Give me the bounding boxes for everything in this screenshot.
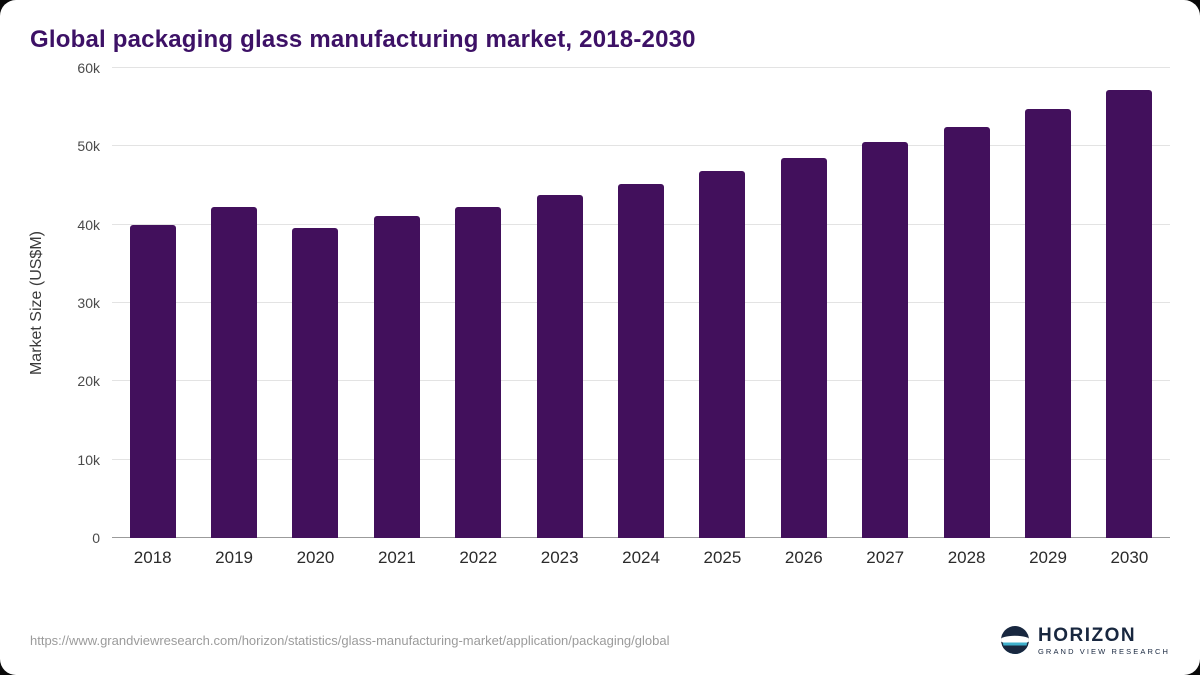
horizon-logo-icon bbox=[1001, 626, 1029, 655]
bar bbox=[373, 216, 420, 538]
bar-slot bbox=[845, 68, 926, 538]
y-tick-label: 0 bbox=[92, 530, 100, 546]
x-tick-label: 2021 bbox=[377, 548, 416, 567]
chart-row: Market Size (US$M) 0 10k 20k 30k 40k 50k 60k bbox=[0, 60, 1200, 546]
horizon-logo: HORIZON GRAND VIEW RESEARCH bbox=[1001, 626, 1170, 656]
bar bbox=[780, 158, 827, 538]
bar-slot bbox=[926, 68, 1007, 538]
bar bbox=[862, 141, 909, 538]
logo-tagline: GRAND VIEW RESEARCH bbox=[1038, 646, 1170, 656]
y-axis-ticks: 0 10k 20k 30k 40k 50k 60k bbox=[54, 60, 112, 546]
x-tick-label: 2027 bbox=[866, 548, 905, 567]
logo-name: HORIZON bbox=[1038, 624, 1137, 646]
y-tick-label: 40k bbox=[77, 216, 100, 233]
y-tick-label: 50k bbox=[77, 138, 100, 155]
x-tick-label: 2029 bbox=[1029, 548, 1067, 567]
x-tick-label: 2020 bbox=[296, 548, 335, 567]
bar bbox=[943, 126, 990, 538]
source-url: https://www.grandviewresearch.com/horizo… bbox=[30, 632, 670, 648]
x-tick-label: 2023 bbox=[540, 548, 579, 567]
y-tick-label: 10k bbox=[77, 451, 100, 468]
x-tick-label: 2026 bbox=[784, 548, 823, 567]
bar-slot bbox=[1089, 68, 1170, 538]
bar bbox=[292, 227, 339, 538]
bar-slot bbox=[600, 68, 681, 538]
y-axis-label: Market Size (US$M) bbox=[28, 230, 45, 376]
bar-slot bbox=[1007, 68, 1088, 538]
x-tick-label: 2028 bbox=[947, 548, 986, 567]
y-axis-label-column: Market Size (US$M) bbox=[20, 68, 54, 538]
bar-slot bbox=[438, 68, 519, 538]
bar bbox=[699, 170, 746, 538]
gridline bbox=[112, 67, 1170, 68]
bar bbox=[536, 194, 583, 538]
x-tick-label: 2022 bbox=[459, 548, 498, 567]
y-tick-label: 20k bbox=[77, 373, 100, 390]
chart-header: Global packaging glass manufacturing mar… bbox=[0, 0, 1200, 58]
bar bbox=[211, 207, 258, 538]
y-tick-label: 60k bbox=[77, 60, 100, 76]
bar-slot bbox=[112, 68, 193, 538]
bar-chart: Market Size (US$M) 0 10k 20k 30k 40k 50k 60k 2… bbox=[0, 58, 1200, 626]
x-tick-label: 2030 bbox=[1110, 548, 1149, 567]
x-axis-labels: 2018 2019 2020 2021 2022 2023 2024 2025 2026 2027… bbox=[0, 538, 1200, 568]
x-tick-label: 2025 bbox=[703, 548, 742, 567]
x-tick-label: 2018 bbox=[133, 548, 172, 567]
x-tick-label: 2024 bbox=[622, 548, 660, 567]
chart-footer: https://www.grandviewresearch.com/horizo… bbox=[0, 626, 1200, 675]
bar-slot bbox=[519, 68, 600, 538]
gridline bbox=[112, 145, 1170, 147]
bar bbox=[129, 225, 176, 538]
bar-slot bbox=[193, 68, 274, 538]
bar bbox=[1106, 89, 1153, 538]
bar-slot bbox=[356, 68, 437, 538]
bar bbox=[455, 207, 502, 538]
bar-slot bbox=[682, 68, 763, 538]
bar-slot bbox=[763, 68, 844, 538]
horizon-logo-text: HORIZON GRAND VIEW RESEARCH bbox=[1038, 626, 1170, 656]
bar bbox=[1024, 108, 1071, 538]
bars-container bbox=[112, 68, 1170, 538]
bar-slot bbox=[275, 68, 356, 538]
bar bbox=[618, 183, 665, 538]
chart-title: Global packaging glass manufacturing mar… bbox=[30, 26, 696, 53]
plot-area bbox=[112, 67, 1170, 538]
x-tick-label: 2019 bbox=[215, 548, 253, 567]
y-tick-label: 30k bbox=[77, 295, 100, 311]
